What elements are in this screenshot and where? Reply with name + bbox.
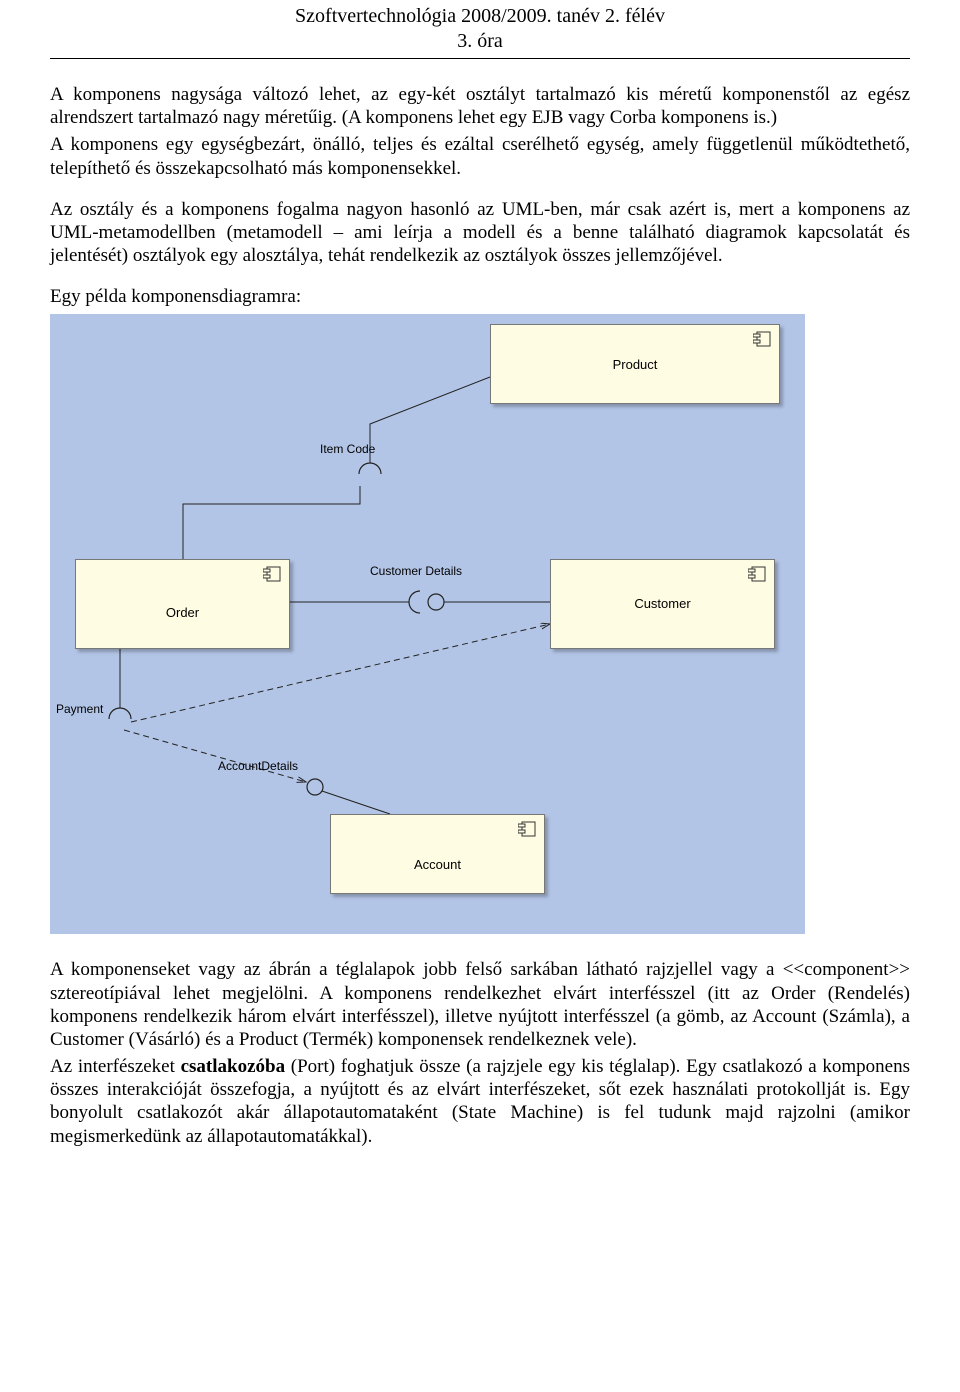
component-icon (748, 566, 766, 587)
paragraph-5b-bold: csatlakozóba (181, 1056, 286, 1077)
paragraph-3: Az osztály és a komponens fogalma nagyon… (50, 198, 910, 268)
interface-label-customer-details: Customer Details (370, 564, 462, 578)
component-icon (518, 821, 536, 842)
component-label: Product (491, 357, 779, 372)
component-diagram: Product Order Customer Account Item Code… (50, 314, 805, 934)
header-line1: Szoftvertechnológia 2008/2009. tanév 2. … (50, 4, 910, 29)
paragraph-5a: A komponenseket vagy az ábrán a téglalap… (50, 958, 910, 1051)
header-rule (50, 58, 910, 59)
paragraph-2: A komponens egy egységbezárt, önálló, te… (50, 133, 910, 179)
component-label: Order (76, 605, 289, 620)
paragraph-5b-pre: Az interfészeket (50, 1056, 181, 1077)
paragraph-1: A komponens nagysága változó lehet, az e… (50, 83, 910, 129)
paragraph-4: Egy példa komponensdiagramra: (50, 285, 910, 308)
component-icon (263, 566, 281, 587)
interface-label-payment: Payment (56, 702, 103, 716)
component-customer: Customer (550, 559, 775, 649)
page-header: Szoftvertechnológia 2008/2009. tanév 2. … (50, 0, 910, 54)
component-order: Order (75, 559, 290, 649)
paragraph-5b: Az interfészeket csatlakozóba (Port) fog… (50, 1055, 910, 1148)
interface-label-item-code: Item Code (320, 442, 375, 456)
interface-label-account-details: AccountDetails (218, 759, 298, 773)
document-page: Szoftvertechnológia 2008/2009. tanév 2. … (0, 0, 960, 1206)
component-label: Account (331, 857, 544, 872)
component-product: Product (490, 324, 780, 404)
header-line2: 3. óra (50, 29, 910, 54)
component-label: Customer (551, 596, 774, 611)
component-account: Account (330, 814, 545, 894)
component-icon (753, 331, 771, 352)
